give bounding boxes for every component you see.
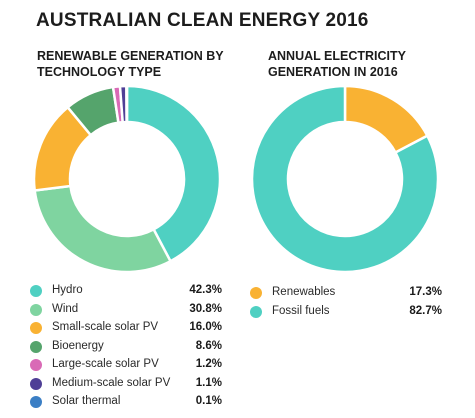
slice-wind <box>33 184 172 274</box>
legend-value: 42.3% <box>189 284 222 296</box>
legend-label: Solar thermal <box>52 395 121 407</box>
legend-label: Small-scale solar PV <box>52 321 159 333</box>
legend-item-large-scale-solar-pv: Large-scale solar PV 1.2% <box>30 357 222 376</box>
legend-swatch <box>30 396 42 408</box>
legend-swatch <box>30 340 42 353</box>
legend-value: 30.8% <box>189 302 222 315</box>
legend-swatch <box>250 287 262 299</box>
legend-label: Renewables <box>272 286 336 298</box>
legend-label: Medium-scale solar PV <box>52 376 171 389</box>
legend-item-renewables: Renewables 17.3% <box>250 285 442 304</box>
legend-item-small-scale-solar-pv: Small-scale solar PV 16.0% <box>30 320 222 339</box>
chart-title-annual-electricity: ANNUAL ELECTRICITY GENERATION IN 2016 <box>268 49 406 79</box>
legend-swatch <box>30 303 42 316</box>
legend-swatch <box>30 322 42 334</box>
legend-item-hydro: Hydro 42.3% <box>30 283 222 302</box>
legend-value: 16.0% <box>189 321 222 333</box>
legend-item-medium-scale-solar-pv: Medium-scale solar PV 1.1% <box>30 376 222 395</box>
legend-value: 0.1% <box>195 395 222 407</box>
renewable-generation-legend: Hydro 42.3% Wind 30.8% Small-scale solar PV 1… <box>30 283 222 413</box>
legend-swatch <box>30 377 42 390</box>
legend-label: Wind <box>52 302 79 315</box>
legend-swatch <box>30 359 42 371</box>
annual-electricity-legend: Renewables 17.3% Fossil fuels 82.7% <box>250 285 442 322</box>
legend-label: Hydro <box>52 284 83 296</box>
slice-solar-thermal <box>125 84 129 124</box>
legend-item-solar-thermal: Solar thermal 0.1% <box>30 394 222 413</box>
renewable-generation-donut-chart <box>32 84 222 274</box>
legend-label: Bioenergy <box>52 339 104 352</box>
legend-value: 1.2% <box>195 358 222 370</box>
legend-item-bioenergy: Bioenergy 8.6% <box>30 339 222 358</box>
slice-fossil-fuels <box>250 84 440 274</box>
legend-value: 8.6% <box>195 339 222 352</box>
page-title: AUSTRALIAN CLEAN ENERGY 2016 <box>36 10 369 31</box>
annual-electricity-donut-chart <box>250 84 440 274</box>
legend-value: 1.1% <box>195 376 222 389</box>
legend-item-fossil-fuels: Fossil fuels 82.7% <box>250 304 442 323</box>
legend-value: 82.7% <box>409 304 442 317</box>
slice-hydro <box>125 84 222 263</box>
legend-label: Large-scale solar PV <box>52 358 159 370</box>
legend-swatch <box>250 305 262 318</box>
legend-item-wind: Wind 30.8% <box>30 302 222 321</box>
legend-swatch <box>30 285 42 297</box>
legend-value: 17.3% <box>409 286 442 298</box>
chart-title-renewable-generation: RENEWABLE GENERATION BY TECHNOLOGY TYPE <box>37 49 224 79</box>
legend-label: Fossil fuels <box>272 304 330 317</box>
